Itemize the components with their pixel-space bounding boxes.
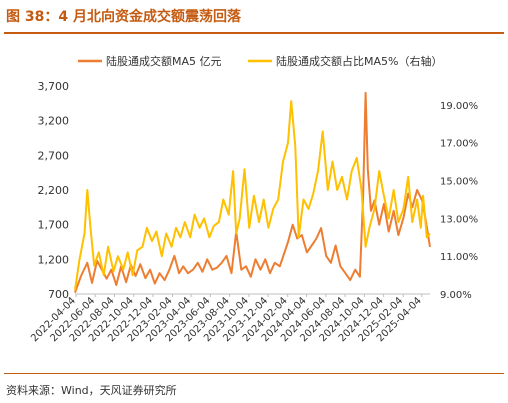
y2-tick-label: 19.00% (440, 101, 478, 112)
legend-label-share: 陆股通成交额占比MA5%（右轴） (276, 54, 442, 68)
y2-tick-label: 15.00% (440, 177, 478, 188)
y-tick-label: 2,700 (38, 149, 70, 162)
y-tick-label: 2,200 (38, 184, 70, 197)
y2-tick-label: 17.00% (440, 139, 478, 150)
series-line-share (74, 100, 431, 291)
series-layer (74, 91, 431, 293)
y-tick-label: 1,200 (38, 253, 70, 266)
chart: 700 1,200 1,700 2,200 2,700 3,200 3,700 9.00% 11… (29, 54, 478, 344)
y2-tick-label: 9.00% (440, 290, 472, 301)
y-tick-label: 3,200 (38, 115, 70, 128)
bottom-rule (4, 373, 504, 374)
y2-tick-label: 11.00% (440, 252, 478, 263)
y-tick-label: 3,700 (38, 80, 70, 93)
legend-label-volume: 陆股通成交额MA5 亿元 (106, 54, 222, 68)
y-tick-label: 700 (48, 288, 69, 301)
y-tick-label: 1,700 (38, 219, 70, 232)
source-note: 资料来源：Wind，天风证券研究所 (6, 384, 177, 397)
legend: 陆股通成交额MA5 亿元 陆股通成交额占比MA5%（右轴） (78, 54, 442, 68)
title-rule (4, 32, 504, 34)
series-line-volume (74, 91, 431, 293)
figure-title: 图 38：4 月北向资金成交额震荡回落 (6, 9, 241, 25)
y2-tick-label: 13.00% (440, 214, 478, 225)
axes: 700 1,200 1,700 2,200 2,700 3,200 3,700 9.00% 11… (29, 80, 478, 344)
